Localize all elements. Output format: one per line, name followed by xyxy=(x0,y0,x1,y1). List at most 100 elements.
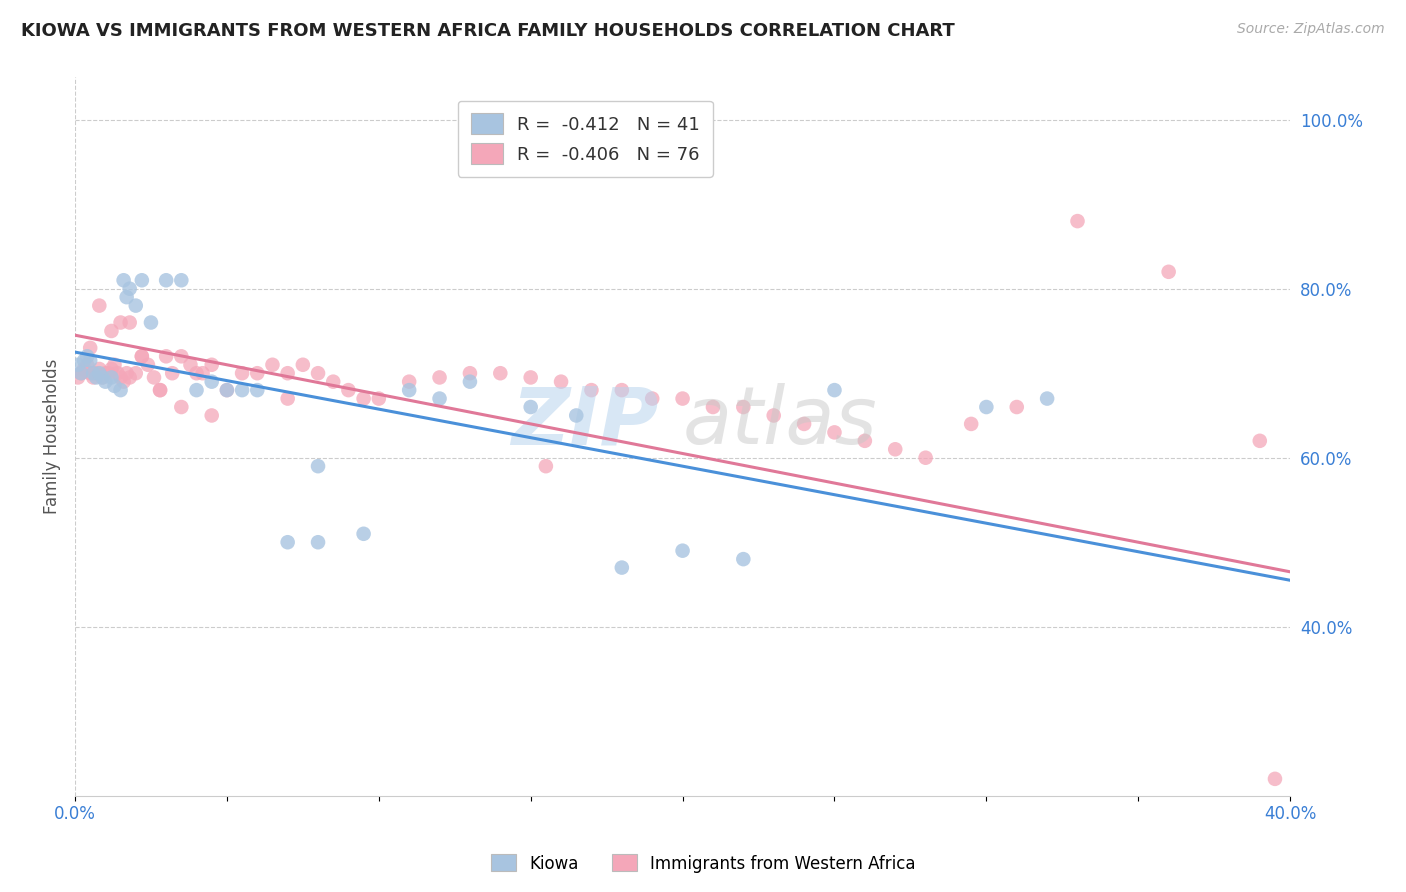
Point xyxy=(91,370,114,384)
Point xyxy=(131,349,153,363)
Point xyxy=(89,299,111,313)
Point xyxy=(112,273,135,287)
Point xyxy=(170,400,193,414)
Legend: R =  -0.412   N = 41, R =  -0.406   N = 76: R = -0.412 N = 41, R = -0.406 N = 76 xyxy=(458,101,713,177)
Point xyxy=(84,370,107,384)
Point xyxy=(110,370,132,384)
Point xyxy=(115,290,138,304)
Point xyxy=(1264,772,1286,786)
Point xyxy=(67,358,90,372)
Point xyxy=(884,442,907,457)
Point xyxy=(70,366,93,380)
Point xyxy=(100,324,122,338)
Point xyxy=(186,366,208,380)
Point xyxy=(246,366,269,380)
Point xyxy=(82,366,104,380)
Point xyxy=(960,417,983,431)
Point xyxy=(489,366,512,380)
Point xyxy=(1249,434,1271,448)
Point xyxy=(1036,392,1059,406)
Point xyxy=(191,366,214,380)
Point xyxy=(155,349,177,363)
Point xyxy=(262,358,284,372)
Point xyxy=(702,400,724,414)
Point xyxy=(231,383,253,397)
Point xyxy=(307,459,329,474)
Point xyxy=(94,366,117,380)
Point xyxy=(215,383,238,397)
Point xyxy=(458,366,481,380)
Point xyxy=(100,362,122,376)
Point xyxy=(155,273,177,287)
Point xyxy=(84,366,107,380)
Point xyxy=(277,392,299,406)
Point xyxy=(534,459,557,474)
Point xyxy=(976,400,998,414)
Point xyxy=(610,383,633,397)
Point xyxy=(853,434,876,448)
Point xyxy=(550,375,572,389)
Point xyxy=(170,349,193,363)
Point xyxy=(136,358,159,372)
Point xyxy=(76,358,98,372)
Point xyxy=(125,299,148,313)
Point xyxy=(143,370,166,384)
Point xyxy=(641,392,664,406)
Point xyxy=(70,366,93,380)
Point xyxy=(246,383,269,397)
Point xyxy=(73,362,96,376)
Text: Source: ZipAtlas.com: Source: ZipAtlas.com xyxy=(1237,22,1385,37)
Point xyxy=(112,375,135,389)
Point xyxy=(139,316,162,330)
Point xyxy=(149,383,172,397)
Point xyxy=(73,353,96,368)
Point xyxy=(671,543,693,558)
Point xyxy=(565,409,588,423)
Point xyxy=(367,392,389,406)
Point xyxy=(115,366,138,380)
Point xyxy=(1005,400,1028,414)
Point xyxy=(89,362,111,376)
Point xyxy=(97,366,120,380)
Point xyxy=(94,375,117,389)
Legend: Kiowa, Immigrants from Western Africa: Kiowa, Immigrants from Western Africa xyxy=(484,847,922,880)
Text: KIOWA VS IMMIGRANTS FROM WESTERN AFRICA FAMILY HOUSEHOLDS CORRELATION CHART: KIOWA VS IMMIGRANTS FROM WESTERN AFRICA … xyxy=(21,22,955,40)
Point xyxy=(277,535,299,549)
Point xyxy=(100,370,122,384)
Point xyxy=(103,358,125,372)
Point xyxy=(110,316,132,330)
Point xyxy=(201,358,224,372)
Text: ZIP: ZIP xyxy=(510,384,658,461)
Point xyxy=(179,358,201,372)
Point xyxy=(82,370,104,384)
Point xyxy=(186,383,208,397)
Point xyxy=(610,560,633,574)
Point xyxy=(67,370,90,384)
Text: atlas: atlas xyxy=(682,384,877,461)
Point xyxy=(79,353,101,368)
Point xyxy=(149,383,172,397)
Point xyxy=(307,366,329,380)
Point xyxy=(89,366,111,380)
Point xyxy=(733,552,755,566)
Point xyxy=(671,392,693,406)
Point xyxy=(733,400,755,414)
Point xyxy=(118,282,141,296)
Point xyxy=(429,392,451,406)
Y-axis label: Family Households: Family Households xyxy=(44,359,60,515)
Point xyxy=(762,409,785,423)
Point xyxy=(307,535,329,549)
Point xyxy=(793,417,815,431)
Point xyxy=(277,366,299,380)
Point xyxy=(201,375,224,389)
Point xyxy=(170,273,193,287)
Point xyxy=(118,370,141,384)
Point xyxy=(353,392,375,406)
Point xyxy=(291,358,314,372)
Point xyxy=(429,370,451,384)
Point xyxy=(79,366,101,380)
Point xyxy=(131,349,153,363)
Point xyxy=(79,341,101,355)
Point xyxy=(76,349,98,363)
Point xyxy=(231,366,253,380)
